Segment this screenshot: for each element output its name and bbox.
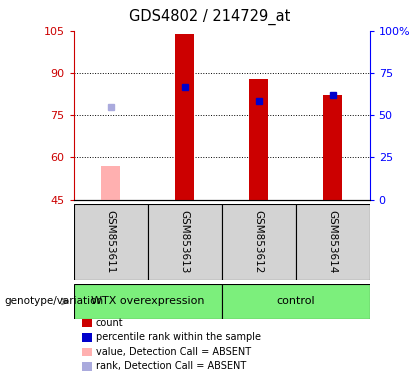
- Bar: [296, 204, 370, 280]
- Bar: [222, 284, 370, 319]
- Text: control: control: [276, 296, 315, 306]
- Text: GSM853611: GSM853611: [105, 210, 116, 273]
- Text: genotype/variation: genotype/variation: [4, 296, 103, 306]
- Text: WTX overexpression: WTX overexpression: [91, 296, 204, 306]
- Bar: [222, 204, 296, 280]
- Text: percentile rank within the sample: percentile rank within the sample: [96, 332, 261, 342]
- Text: GSM853613: GSM853613: [179, 210, 189, 273]
- Text: count: count: [96, 318, 123, 328]
- Bar: [74, 284, 222, 319]
- Text: GSM853614: GSM853614: [328, 210, 338, 273]
- Bar: [249, 79, 268, 200]
- Text: value, Detection Call = ABSENT: value, Detection Call = ABSENT: [96, 347, 251, 357]
- Text: GSM853612: GSM853612: [254, 210, 264, 273]
- Text: GDS4802 / 214729_at: GDS4802 / 214729_at: [129, 9, 291, 25]
- Bar: [175, 33, 194, 200]
- Bar: [147, 204, 222, 280]
- Bar: [74, 204, 147, 280]
- Text: rank, Detection Call = ABSENT: rank, Detection Call = ABSENT: [96, 361, 246, 371]
- Bar: [101, 166, 120, 200]
- Bar: [323, 96, 342, 200]
